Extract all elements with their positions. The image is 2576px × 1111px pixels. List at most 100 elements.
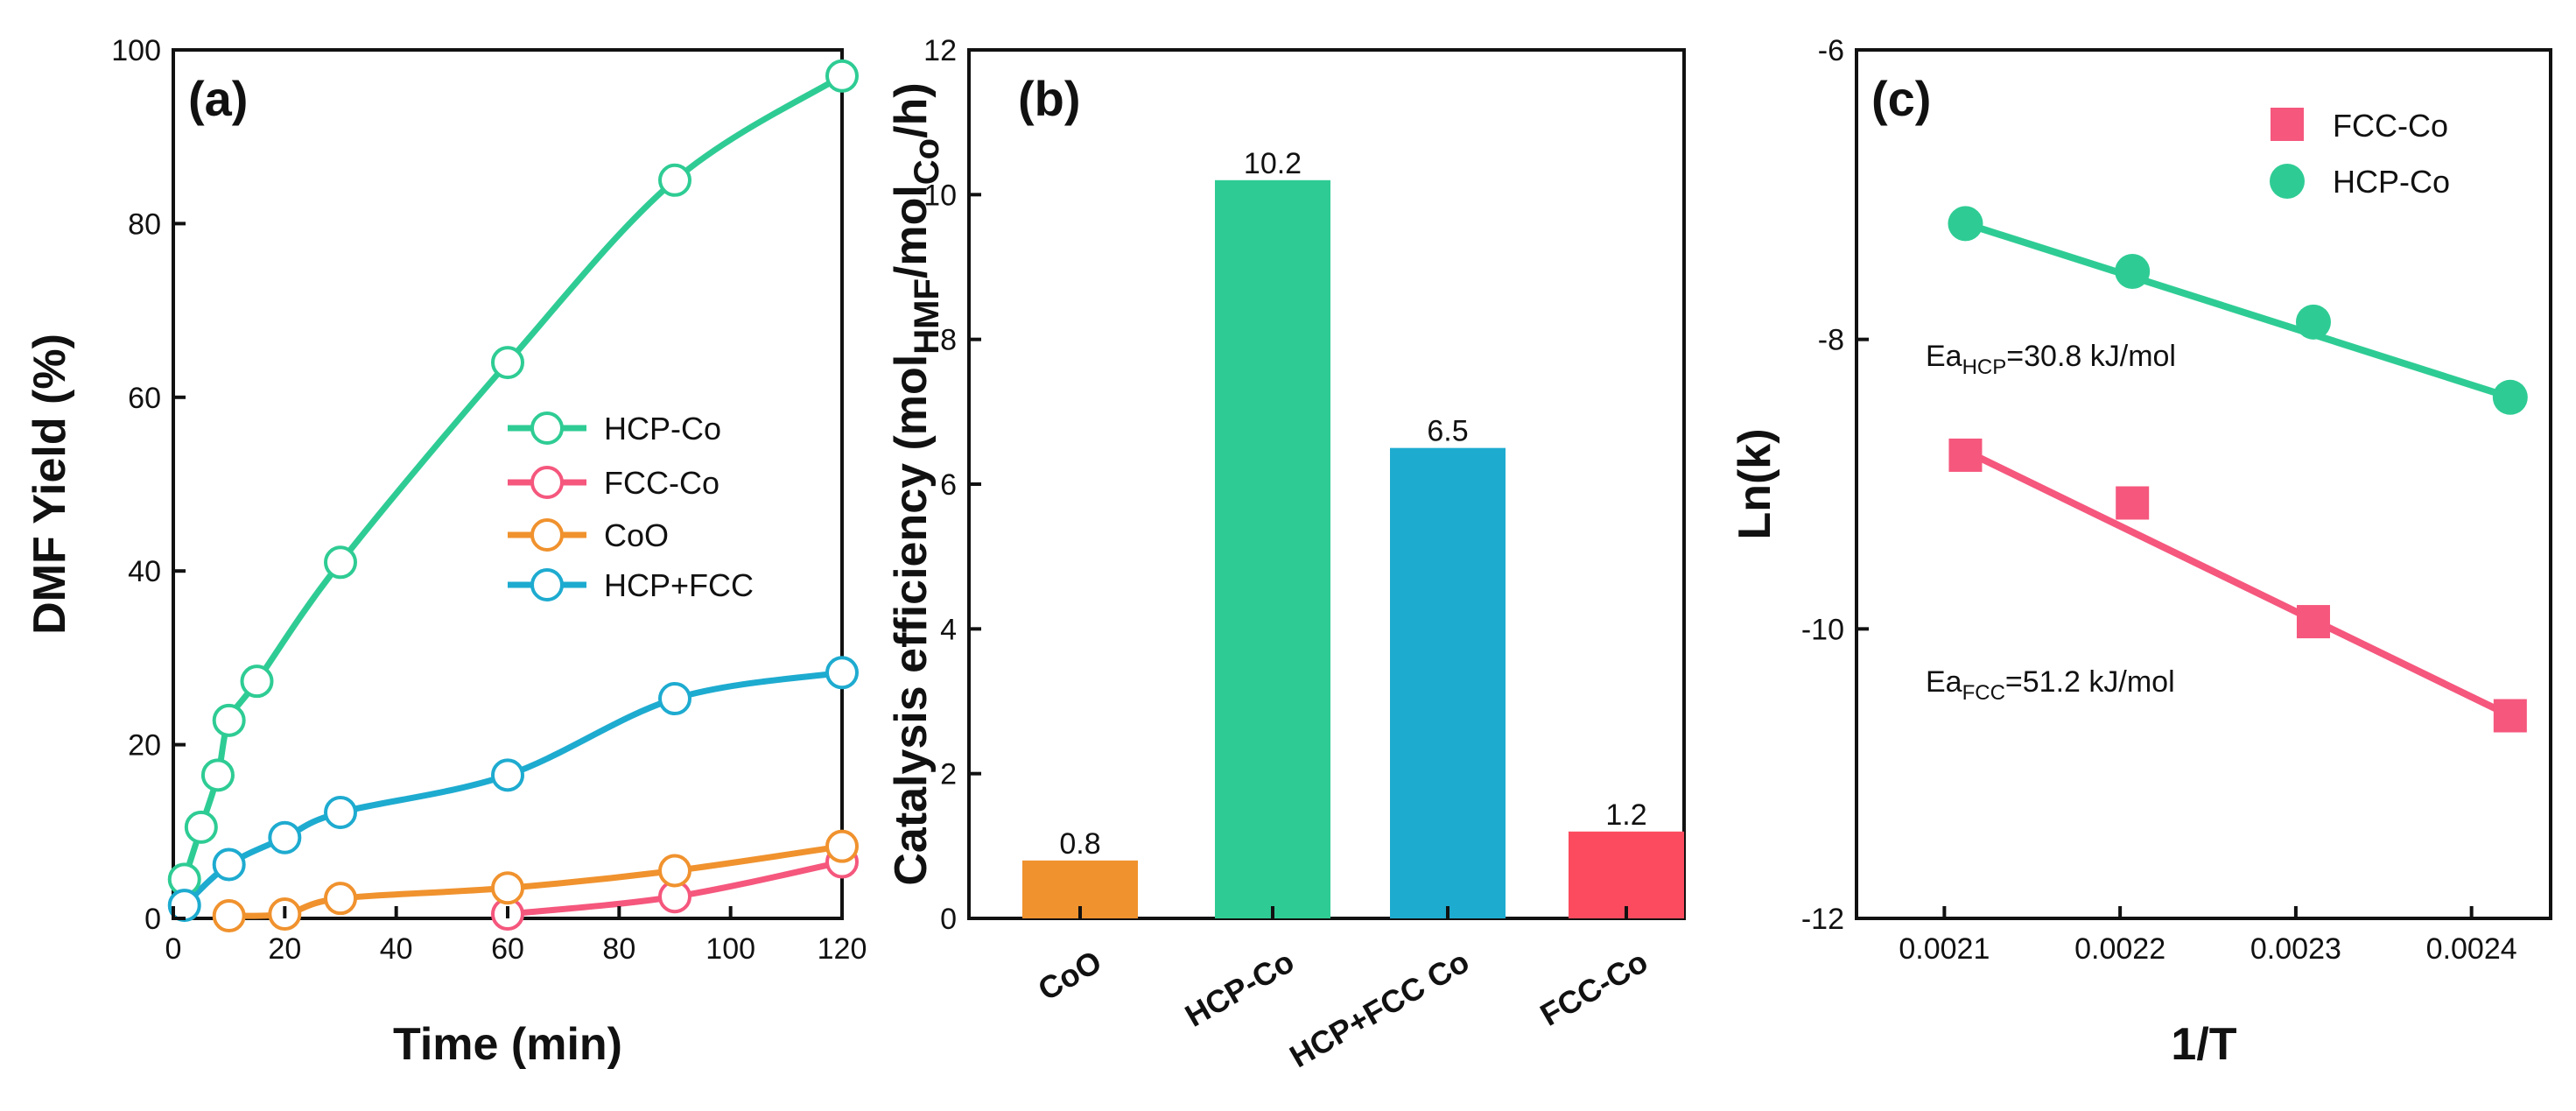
panel-b-bars: 0.8 10.2 6.5 1.2 <box>1022 147 1684 919</box>
panel-a-y-tick-label: 100 <box>111 34 161 67</box>
panel-a-points <box>167 59 859 933</box>
panel-b-y-tick-label: 8 <box>940 324 957 357</box>
data-point-fcc-co <box>2493 699 2527 733</box>
data-point-fcc-co <box>2116 486 2150 520</box>
data-point-hcp-fcc <box>825 656 859 690</box>
panel-b-y-tick-label: 6 <box>940 468 957 502</box>
category-label-hcp-fcc-co: HCP+FCC Co <box>1283 943 1475 1074</box>
panel-c-y-tick-label: -6 <box>1818 34 1844 67</box>
category-label-hcp-co: HCP-Co <box>1179 943 1300 1033</box>
annotation-ea-fcc: EaFCC=51.2 kJ/mol <box>1926 665 2175 705</box>
data-point-coo <box>212 899 246 933</box>
data-point-fcc-co <box>2296 605 2330 639</box>
panel-b-y-tick-label: 10 <box>923 179 957 212</box>
panel-b-y-tick-label: 4 <box>940 613 957 646</box>
panel-c-fit-lines <box>1962 220 2514 720</box>
panel-a-x-tick-label: 20 <box>268 932 301 966</box>
panel-b-y-axis-title: Catalysis efficiency (molHMF/molCo/h) <box>886 82 946 885</box>
data-point-hcp-fcc <box>167 889 201 923</box>
bar-value-label-hcp-fcc-co: 6.5 <box>1427 415 1468 448</box>
panel-c-y-tick-label: -8 <box>1818 324 1844 357</box>
data-point-hcp-co <box>184 810 218 844</box>
data-point-fcc-co <box>1948 438 1983 472</box>
panel-a-x-tick-label: 120 <box>818 932 867 966</box>
panel-c-y-tick-label: -10 <box>1801 613 1844 646</box>
bar-value-label-hcp-co: 10.2 <box>1244 147 1302 180</box>
data-point-hcp-co <box>1948 206 1983 242</box>
data-point-hcp-co <box>2115 253 2151 289</box>
panel-a-y-tick-label: 0 <box>144 903 161 936</box>
panel-c-x-tick-label: 0.0022 <box>2074 932 2165 966</box>
data-point-coo <box>491 871 524 905</box>
legend-label-hcp-fcc: HCP+FCC <box>604 567 754 603</box>
data-point-hcp-co <box>2295 304 2331 340</box>
legend-label-hcp-co-c: HCP-Co <box>2333 164 2450 200</box>
data-point-hcp-co <box>825 59 859 93</box>
bar-hcp-co <box>1215 179 1330 919</box>
panel-c-y-ticks: -12 -10 -8 -6 <box>1801 34 1869 936</box>
panel-a-y-tick-label: 20 <box>128 729 161 763</box>
panel-b-bar-chart: 0.8 10.2 6.5 1.2 0 2 4 6 8 10 12 CoO HCP-CoHCP+FCC… <box>886 34 1686 1074</box>
panel-b-tag: (b) <box>1018 71 1081 126</box>
panel-c-scatter-chart: -12-10-8-6 0.0021 0.0022 0.0023 0.0024 (c) … <box>1730 34 2552 1070</box>
panel-a-y-tick-label: 40 <box>128 555 161 588</box>
data-point-hcp-co <box>200 758 235 792</box>
data-point-hcp-co <box>324 545 357 580</box>
legend-marker-hcp-co <box>530 411 564 445</box>
legend-label-coo: CoO <box>604 517 669 553</box>
panel-a-y-ticks: 0 20 40 60 80 100 <box>111 34 186 936</box>
legend-item-hcp-co-c: HCP-Co <box>2270 164 2450 200</box>
data-point-hcp-fcc <box>268 820 302 854</box>
panel-a-x-tick-label: 60 <box>491 932 524 966</box>
legend-item-fcc-co: FCC-Co <box>508 465 719 501</box>
panel-a-y-axis-title: DMF Yield (%) <box>25 334 75 635</box>
fit-line-hcp-co <box>1962 220 2514 401</box>
data-point-hcp-fcc <box>491 758 524 792</box>
data-point-hcp-fcc <box>324 795 357 829</box>
data-point-hcp-co <box>658 163 691 197</box>
legend-item-coo: CoO <box>508 517 669 553</box>
panel-a-x-ticks: 0 20 40 60 80 100 120 <box>165 906 867 966</box>
legend-marker-hcp-fcc <box>530 568 564 601</box>
annotation-ea-hcp: EaHCP=30.8 kJ/mol <box>1926 340 2176 379</box>
data-point-hcp-co <box>212 703 246 737</box>
series-line-hcp-co <box>181 73 844 881</box>
data-point-coo <box>324 882 357 916</box>
panel-b-y-tick-label: 0 <box>940 903 957 936</box>
panel-c-x-tick-label: 0.0023 <box>2250 932 2341 966</box>
panel-c-points <box>1948 206 2528 733</box>
data-point-hcp-co <box>491 346 524 380</box>
legend-marker-hcp-co-c <box>2270 164 2305 199</box>
panel-b-y-tick-label: 2 <box>940 758 957 791</box>
legend-marker-coo <box>530 518 564 552</box>
data-point-hcp-fcc <box>658 682 691 716</box>
legend-label-fcc-co-c: FCC-Co <box>2333 108 2448 144</box>
panel-a-line-chart: 0 20 40 60 80 100 0 20 40 60 80 100 120 (a) Time (m… <box>25 34 867 1070</box>
panel-b-y-ticks: 0 2 4 6 8 10 12 <box>923 34 981 936</box>
panel-a-tag: (a) <box>188 71 248 126</box>
panel-c-tag: (c) <box>1871 71 1931 126</box>
legend-item-fcc-co-c: FCC-Co <box>2271 108 2448 144</box>
data-point-hcp-co <box>2492 379 2528 415</box>
bar-value-label-fcc-co: 1.2 <box>1605 798 1646 832</box>
panel-c-frame <box>1855 48 2552 920</box>
legend-item-hcp-fcc: HCP+FCC <box>508 567 754 603</box>
category-label-coo: CoO <box>1032 943 1107 1008</box>
category-label-fcc-co: FCC-Co <box>1534 943 1654 1032</box>
panel-c-x-tick-label: 0.0021 <box>1899 932 1990 966</box>
legend-label-fcc-co: FCC-Co <box>604 465 719 501</box>
panel-a-legend: HCP-Co FCC-Co CoO HCP+FCC <box>508 411 754 603</box>
panel-a-x-axis-title: Time (min) <box>393 1019 622 1070</box>
panel-a-x-tick-label: 80 <box>602 932 635 966</box>
legend-label-hcp-co: HCP-Co <box>604 411 721 447</box>
legend-marker-fcc-co-c <box>2271 108 2304 141</box>
data-point-coo <box>825 829 859 863</box>
panel-c-legend: FCC-Co HCP-Co <box>2270 108 2450 200</box>
panel-c-x-tick-label: 0.0024 <box>2426 932 2517 966</box>
panel-a-x-tick-label: 40 <box>380 932 413 966</box>
legend-item-hcp-co: HCP-Co <box>508 411 721 447</box>
panel-a-y-tick-label: 60 <box>128 382 161 415</box>
panel-a-y-tick-label: 80 <box>128 207 161 241</box>
